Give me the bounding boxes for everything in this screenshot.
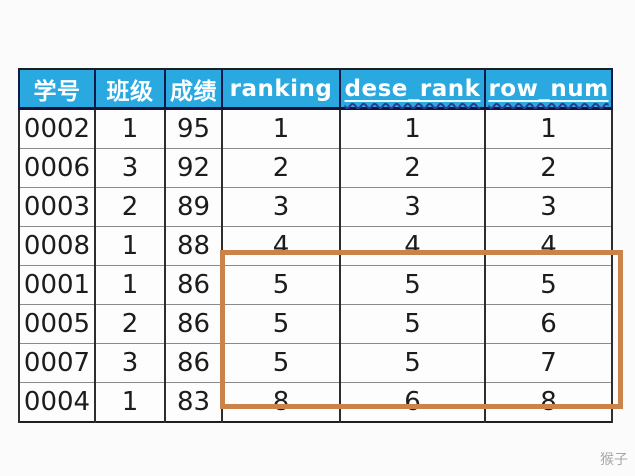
table-cell: 0008 [18, 226, 96, 266]
header-dese-rank: dese_rank [339, 69, 486, 110]
table-row: 0002 1 95 1 1 1 [18, 108, 613, 149]
table-cell: 7 [484, 343, 613, 383]
table-cell: 0003 [18, 187, 96, 227]
table-cell: 5 [221, 304, 341, 344]
header-class: 班级 [94, 69, 166, 110]
table-cell: 2 [484, 148, 613, 188]
table-row: 0006 3 92 2 2 2 [18, 148, 613, 188]
table-cell: 5 [221, 265, 341, 305]
table-cell: 2 [94, 187, 166, 227]
ranking-functions-table: 学号 班级 成绩 ranking dese_rank row_num 0002 1… [18, 68, 613, 423]
table-cell: 92 [164, 148, 223, 188]
header-student-id: 学号 [18, 69, 96, 110]
table-cell: 5 [221, 343, 341, 383]
table-row: 0004 1 83 8 6 8 [18, 382, 613, 423]
table-cell: 5 [339, 265, 486, 305]
table-cell: 86 [164, 304, 223, 344]
table-cell: 1 [94, 265, 166, 305]
table-cell: 2 [339, 148, 486, 188]
table-cell: 3 [484, 187, 613, 227]
table-cell: 1 [339, 108, 486, 149]
table-cell: 1 [484, 108, 613, 149]
table-cell: 3 [221, 187, 341, 227]
table-cell: 5 [484, 265, 613, 305]
table-cell: 0005 [18, 304, 96, 344]
header-row: 学号 班级 成绩 ranking dese_rank row_num [18, 69, 613, 110]
table-cell: 5 [339, 343, 486, 383]
table-cell: 4 [484, 226, 613, 266]
table-cell: 1 [94, 382, 166, 423]
table-row: 0008 1 88 4 4 4 [18, 226, 613, 266]
table-cell: 0006 [18, 148, 96, 188]
table-cell: 86 [164, 265, 223, 305]
table-cell: 4 [221, 226, 341, 266]
table-row: 0003 2 89 3 3 3 [18, 187, 613, 227]
header-ranking: ranking [221, 69, 341, 110]
table-cell: 8 [221, 382, 341, 423]
table-cell: 83 [164, 382, 223, 423]
table-header: 学号 班级 成绩 ranking dese_rank row_num [18, 69, 613, 110]
table-cell: 0007 [18, 343, 96, 383]
table-cell: 2 [94, 304, 166, 344]
table-body: 0002 1 95 1 1 1 0006 3 92 2 2 2 0003 2 89 3 3 3 0008 1 88 4 4 4… [18, 108, 613, 423]
table-cell: 3 [94, 343, 166, 383]
table-cell: 0004 [18, 382, 96, 423]
table-cell: 1 [94, 108, 166, 149]
watermark: 猴子 [600, 452, 628, 468]
table-cell: 1 [94, 226, 166, 266]
table-cell: 6 [484, 304, 613, 344]
table-cell: 3 [339, 187, 486, 227]
header-row-num: row_num [484, 69, 613, 110]
table-cell: 95 [164, 108, 223, 149]
table-cell: 89 [164, 187, 223, 227]
table-cell: 8 [484, 382, 613, 423]
table-cell: 2 [221, 148, 341, 188]
table-cell: 3 [94, 148, 166, 188]
table-cell: 4 [339, 226, 486, 266]
table-cell: 0002 [18, 108, 96, 149]
table-cell: 86 [164, 343, 223, 383]
table-cell: 88 [164, 226, 223, 266]
table-cell: 5 [339, 304, 486, 344]
table-row: 0001 1 86 5 5 5 [18, 265, 613, 305]
table-row: 0007 3 86 5 5 7 [18, 343, 613, 383]
table-row: 0005 2 86 5 5 6 [18, 304, 613, 344]
table-cell: 6 [339, 382, 486, 423]
header-score: 成绩 [164, 69, 223, 110]
table-cell: 1 [221, 108, 341, 149]
table-cell: 0001 [18, 265, 96, 305]
